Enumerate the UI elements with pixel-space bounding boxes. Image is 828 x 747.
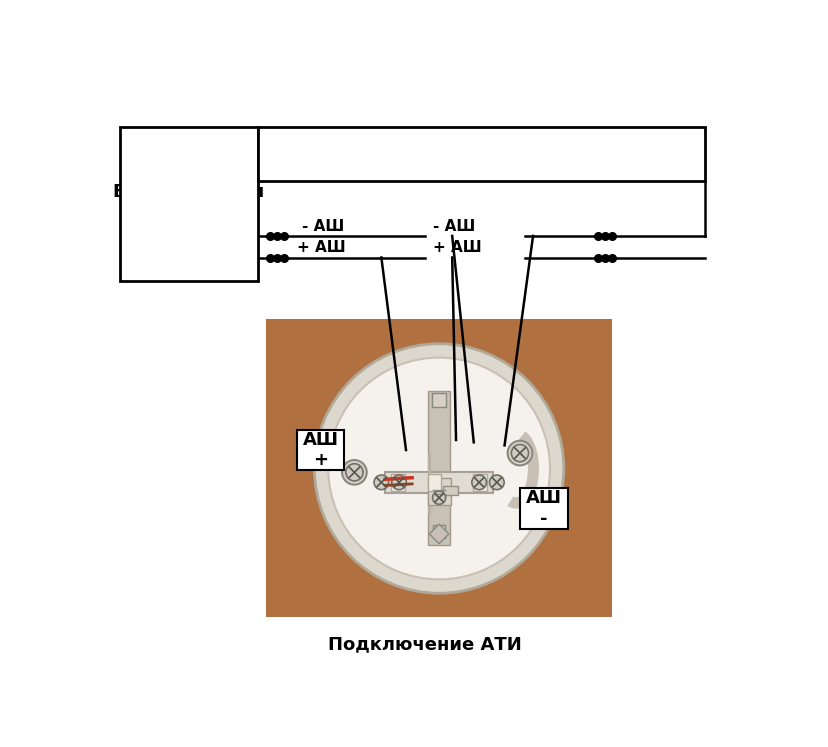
Text: + АШ: + АШ <box>432 241 481 255</box>
Bar <box>431 393 445 407</box>
Bar <box>385 471 493 493</box>
Bar <box>427 474 440 491</box>
Bar <box>119 126 258 281</box>
Circle shape <box>432 492 445 504</box>
Text: Адресный шлейф: Адресный шлейф <box>388 145 574 163</box>
Bar <box>519 489 567 529</box>
Text: + АШ: + АШ <box>296 241 345 255</box>
Bar <box>429 524 449 544</box>
Bar <box>428 391 450 545</box>
Text: АШ
-: АШ - <box>525 489 561 528</box>
Circle shape <box>328 358 549 580</box>
Circle shape <box>342 460 366 485</box>
Circle shape <box>507 441 532 465</box>
Text: - АШ: - АШ <box>432 219 474 234</box>
Circle shape <box>373 475 388 489</box>
Text: - АШ: - АШ <box>301 219 344 234</box>
Circle shape <box>314 344 563 593</box>
Bar <box>428 453 431 515</box>
Bar <box>258 126 704 181</box>
Bar <box>391 474 405 491</box>
Circle shape <box>392 475 406 489</box>
Text: БЦП исп.7 или
КА2 исп.08: БЦП исп.7 или КА2 исп.08 <box>113 183 264 224</box>
Bar <box>432 525 445 538</box>
Bar <box>442 486 458 495</box>
Bar <box>427 478 450 505</box>
Bar <box>473 474 486 491</box>
Circle shape <box>489 475 503 489</box>
Circle shape <box>471 475 486 489</box>
Circle shape <box>511 444 528 462</box>
Bar <box>266 319 612 617</box>
Circle shape <box>345 464 363 481</box>
Text: АШ
+: АШ + <box>302 430 338 469</box>
Bar <box>296 430 344 470</box>
Text: Подключение АТИ: Подключение АТИ <box>327 635 521 653</box>
